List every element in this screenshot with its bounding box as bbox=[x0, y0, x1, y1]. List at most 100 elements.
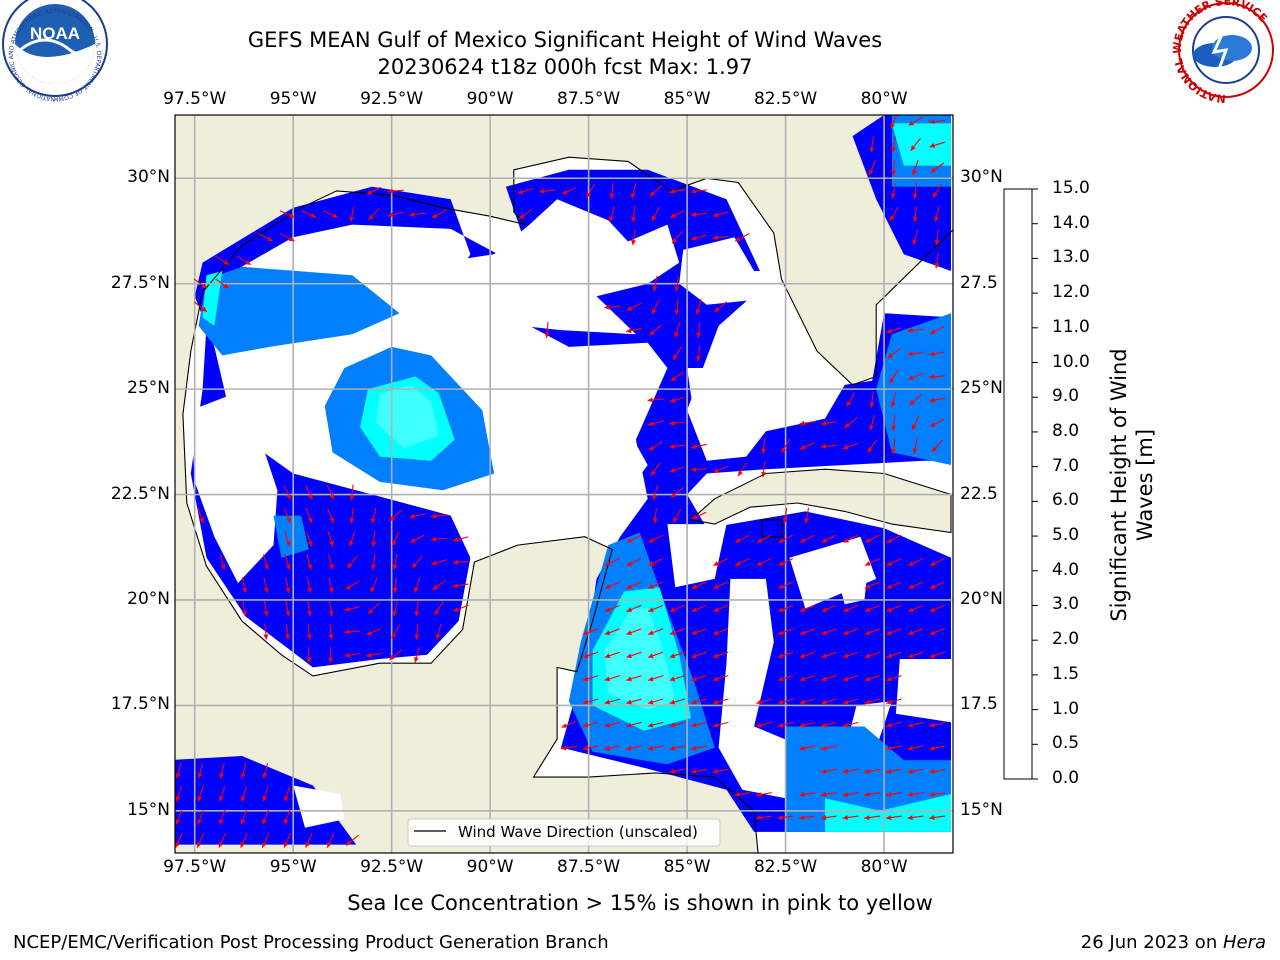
wave-direction-arrow bbox=[604, 651, 620, 659]
arrow-head bbox=[842, 676, 849, 682]
arrow-head bbox=[306, 657, 312, 663]
arrow-head bbox=[197, 796, 203, 802]
arrow-head bbox=[886, 538, 893, 543]
wave-direction-arrow bbox=[604, 628, 620, 635]
coastline-path bbox=[175, 156, 953, 853]
arrow-head bbox=[912, 216, 918, 223]
arrow-head bbox=[782, 518, 788, 524]
arrow-head bbox=[673, 517, 678, 523]
wave-direction-arrow bbox=[842, 442, 859, 450]
arrow-head bbox=[842, 699, 849, 705]
wave-direction-arrow bbox=[305, 832, 313, 848]
wave-direction-arrow bbox=[691, 604, 707, 613]
wave-direction-arrow bbox=[670, 371, 685, 382]
arrow-head bbox=[631, 239, 636, 246]
wave-direction-arrow bbox=[864, 675, 881, 682]
wave-direction-arrow bbox=[885, 792, 902, 797]
arrow-head bbox=[344, 652, 350, 658]
wave-direction-arrow bbox=[452, 583, 469, 589]
colorbar-tick-label: 7.0 bbox=[1052, 455, 1080, 476]
arrow-head bbox=[756, 815, 762, 820]
wave-direction-arrow bbox=[648, 581, 664, 590]
wave-direction-arrow bbox=[327, 507, 335, 524]
arrow-head bbox=[669, 443, 675, 449]
wave-direction-arrow bbox=[647, 628, 664, 635]
arrow-head bbox=[864, 676, 871, 682]
noaa-logo: NOAA NATIONAL OCEANIC AND ATMOSPHERIC AD… bbox=[0, 0, 108, 102]
arrow-head bbox=[308, 494, 313, 500]
arrow-head bbox=[821, 607, 828, 612]
wave-direction-arrow bbox=[197, 762, 204, 779]
arrow-head bbox=[199, 517, 204, 523]
wave-direction-arrow bbox=[782, 507, 788, 524]
wave-direction-arrow bbox=[890, 391, 897, 408]
arrow-head bbox=[626, 722, 632, 728]
wave-direction-arrow bbox=[609, 182, 615, 199]
arrow-head bbox=[647, 699, 654, 705]
wave-direction-arrow bbox=[712, 211, 729, 218]
arrow-head bbox=[886, 630, 892, 635]
wave-direction-arrow bbox=[886, 628, 902, 635]
arrow-head bbox=[886, 722, 892, 728]
wave-direction-arrow bbox=[761, 461, 767, 478]
wave-direction-arrow bbox=[672, 346, 683, 361]
wave-direction-arrow bbox=[323, 210, 339, 218]
wave-direction-arrow bbox=[929, 558, 945, 566]
arrow-head bbox=[821, 676, 827, 682]
wave-band-1.0-1.5 bbox=[202, 271, 223, 326]
arrow-head bbox=[691, 607, 698, 612]
arrow-head bbox=[691, 676, 697, 682]
land-polygon bbox=[691, 469, 951, 533]
wave-direction-arrow bbox=[414, 623, 420, 640]
wave-direction-arrow bbox=[712, 604, 729, 613]
wave-direction-arrow bbox=[283, 832, 292, 848]
arrow-head bbox=[175, 842, 180, 848]
wave-direction-arrow bbox=[648, 441, 663, 451]
wave-direction-arrow bbox=[586, 183, 595, 199]
wave-direction-arrow bbox=[929, 745, 946, 751]
wave-direction-arrow bbox=[410, 534, 425, 544]
wave-direction-arrow bbox=[712, 628, 729, 635]
arrow-head bbox=[886, 745, 892, 751]
colorbar-tick-label: 8.0 bbox=[1052, 420, 1080, 441]
arrow-head bbox=[242, 587, 247, 593]
arrow-head bbox=[329, 564, 334, 570]
arrow-head bbox=[756, 561, 763, 566]
arrow-head bbox=[626, 630, 632, 635]
arrow-head bbox=[223, 283, 229, 289]
arrow-head bbox=[778, 561, 784, 566]
arrow-head bbox=[889, 215, 895, 221]
wave-direction-arrow bbox=[626, 558, 642, 566]
wave-direction-arrow bbox=[777, 721, 794, 728]
arrow-head bbox=[868, 169, 874, 175]
wave-direction-arrow bbox=[349, 484, 355, 501]
arrow-head bbox=[305, 842, 310, 848]
wave-direction-arrow bbox=[669, 628, 685, 635]
arrow-head bbox=[799, 699, 805, 705]
wave-direction-arrow bbox=[713, 558, 729, 566]
wave-direction-arrow bbox=[777, 815, 794, 820]
wave-direction-arrow bbox=[391, 624, 400, 639]
wave-direction-arrow bbox=[193, 278, 208, 289]
arrow-head bbox=[889, 377, 895, 384]
wave-direction-arrow bbox=[912, 206, 918, 223]
arrow-head bbox=[907, 792, 913, 797]
wave-band-1.5-2.0 bbox=[604, 608, 676, 710]
arrow-head bbox=[821, 792, 827, 797]
sea-ice-caption: Sea Ice Concentration > 15% is shown in … bbox=[347, 891, 933, 915]
wave-direction-arrow bbox=[240, 809, 248, 825]
arrow-head bbox=[328, 634, 334, 640]
wave-band-1.0-1.5 bbox=[825, 794, 951, 832]
arrow-head bbox=[413, 587, 419, 593]
arrow-head bbox=[864, 653, 871, 659]
arrow-head bbox=[761, 448, 767, 454]
wave-direction-arrow bbox=[886, 581, 902, 590]
wave-direction-arrow bbox=[366, 186, 382, 195]
wave-direction-arrow bbox=[777, 675, 794, 682]
arrow-head bbox=[821, 699, 827, 705]
arrow-head bbox=[674, 332, 679, 338]
wave-direction-arrow bbox=[907, 351, 924, 357]
wave-direction-arrow bbox=[431, 559, 447, 566]
wave-direction-arrow bbox=[890, 182, 897, 199]
wave-direction-arrow bbox=[864, 628, 880, 635]
